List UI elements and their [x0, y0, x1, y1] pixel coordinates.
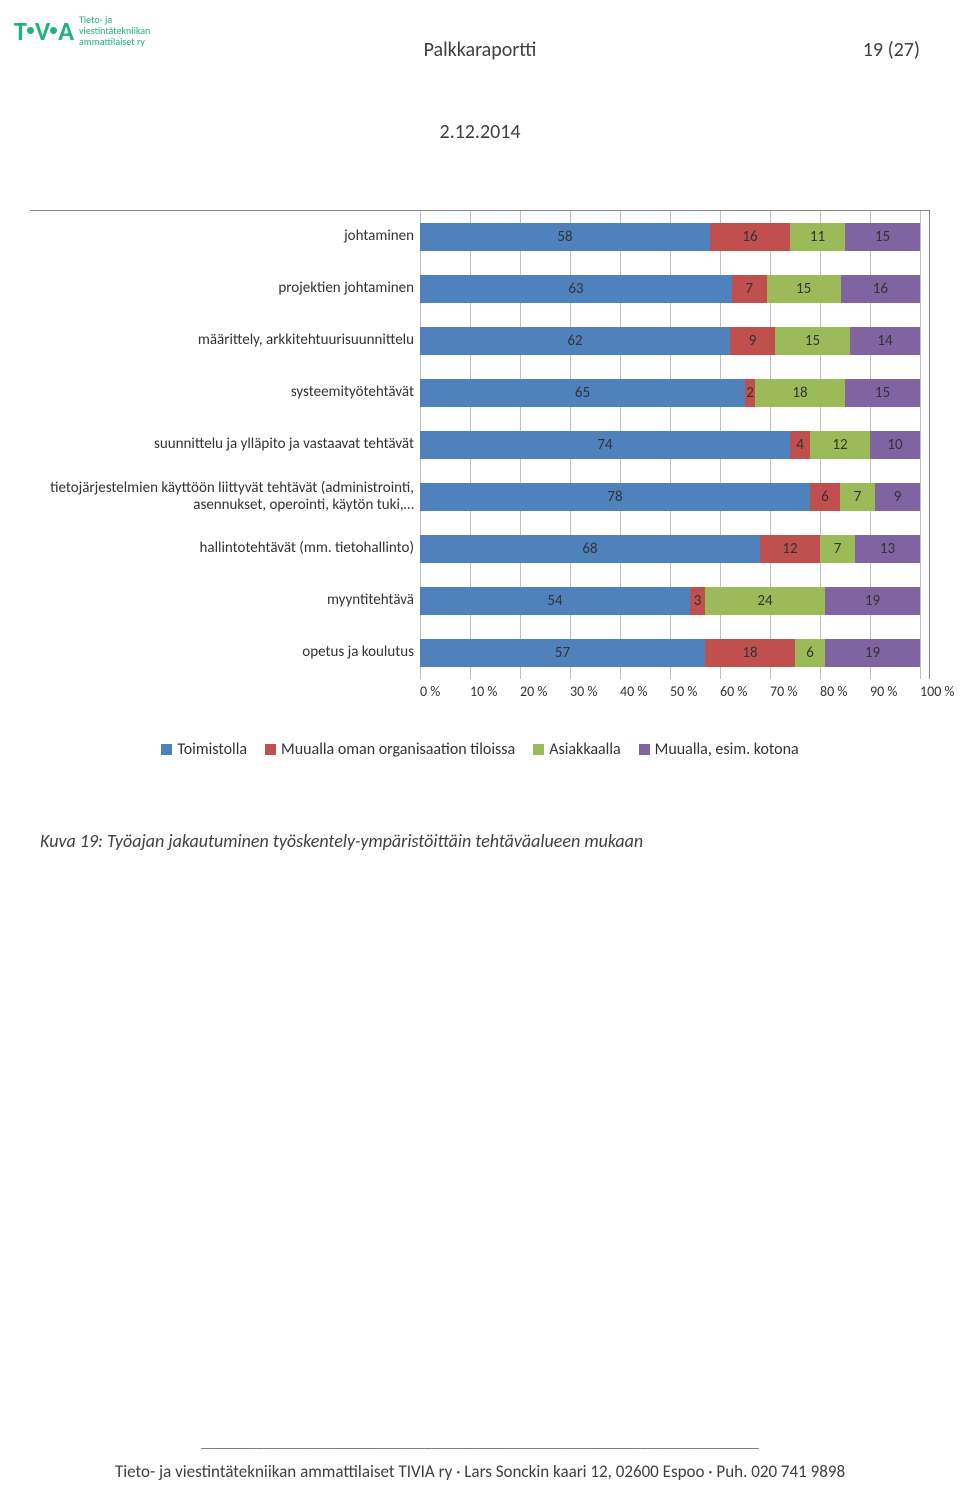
bar-segment: 10 [870, 431, 920, 459]
stacked-bar: 7441210 [420, 431, 920, 459]
bar-segment: 11 [790, 223, 845, 251]
bar-segment: 7 [820, 535, 855, 563]
legend-item: Toimistolla [161, 740, 247, 759]
bar-segment: 78 [420, 483, 810, 511]
document-date: 2.12.2014 [0, 120, 960, 144]
stacked-bar: 6521815 [420, 379, 920, 407]
bar-segment: 15 [767, 275, 841, 303]
bar-segment: 7 [840, 483, 875, 511]
bar-area: 78679 [420, 471, 920, 523]
category-label: hallintotehtävät (mm. tietohallinto) [30, 540, 420, 557]
bar-segment: 62 [420, 327, 730, 355]
stacked-bar: 78679 [420, 483, 920, 511]
chart-row: suunnittelu ja ylläpito ja vastaavat teh… [30, 419, 929, 471]
bar-segment: 68 [420, 535, 760, 563]
bar-segment: 24 [705, 587, 825, 615]
legend-item: Muualla oman organisaation tiloissa [265, 740, 515, 759]
chart-row: tietojärjestelmien käyttöön liittyvät te… [30, 471, 929, 523]
document-title: Palkkaraportti [0, 38, 960, 62]
bar-segment: 57 [420, 639, 705, 667]
stacked-bar: 6812713 [420, 535, 920, 563]
bar-area: 6291514 [420, 315, 920, 367]
stacked-bar: 5718619 [420, 639, 920, 667]
chart-legend: Toimistolla Muualla oman organisaation ti… [30, 740, 930, 759]
logo-dot-icon [50, 27, 57, 34]
bar-area: 7441210 [420, 419, 920, 471]
chart-row: systeemityötehtävät6521815 [30, 367, 929, 419]
stacked-bar: 58161115 [420, 223, 920, 251]
bar-area: 6521815 [420, 367, 920, 419]
bar-segment: 12 [810, 431, 870, 459]
category-label: tietojärjestelmien käyttöön liittyvät te… [30, 480, 420, 515]
legend-swatch-icon [161, 744, 172, 755]
legend-swatch-icon [265, 744, 276, 755]
category-label: opetus ja koulutus [30, 644, 420, 661]
bar-segment: 7 [732, 275, 767, 303]
x-axis-ticks: 0 %10 %20 %30 %40 %50 %60 %70 %80 %90 %1… [420, 683, 920, 700]
bar-segment: 15 [845, 379, 920, 407]
bar-segment: 54 [420, 587, 690, 615]
category-label: systeemityötehtävät [30, 384, 420, 401]
category-label: projektien johtaminen [30, 280, 420, 297]
category-label: johtaminen [30, 228, 420, 245]
chart-row: myyntitehtävä5432419 [30, 575, 929, 627]
bar-segment: 6 [795, 639, 825, 667]
stacked-bar: 5432419 [420, 587, 920, 615]
legend-swatch-icon [639, 744, 650, 755]
footer-divider: ________________________________________… [20, 1434, 940, 1451]
bar-segment: 16 [841, 275, 920, 303]
bar-area: 6812713 [420, 523, 920, 575]
legend-label: Asiakkaalla [549, 740, 620, 759]
bar-segment: 6 [810, 483, 840, 511]
figure-caption: Kuva 19: Työajan jakautuminen työskentel… [40, 830, 643, 852]
bar-segment: 15 [845, 223, 920, 251]
chart-row: johtaminen58161115 [30, 211, 929, 263]
bar-segment: 12 [760, 535, 820, 563]
bar-area: 58161115 [420, 211, 920, 263]
bar-segment: 9 [730, 327, 775, 355]
bar-segment: 74 [420, 431, 790, 459]
bar-segment: 19 [825, 639, 920, 667]
bar-segment: 13 [855, 535, 920, 563]
bar-segment: 18 [755, 379, 845, 407]
bar-area: 6371516 [420, 263, 920, 315]
bar-segment: 2 [745, 379, 755, 407]
category-label: suunnittelu ja ylläpito ja vastaavat teh… [30, 436, 420, 453]
legend-label: Muualla oman organisaation tiloissa [281, 740, 515, 759]
stacked-bar: 6291514 [420, 327, 920, 355]
chart-container: johtaminen58161115projektien johtaminen6… [30, 210, 930, 759]
bar-segment: 4 [790, 431, 810, 459]
chart-row: projektien johtaminen6371516 [30, 263, 929, 315]
bar-segment: 18 [705, 639, 795, 667]
category-label: määrittely, arkkitehtuurisuunnittelu [30, 332, 420, 349]
bar-segment: 63 [420, 275, 732, 303]
bar-segment: 58 [420, 223, 710, 251]
chart-row: opetus ja koulutus5718619 [30, 627, 929, 679]
footer-text: Tieto- ja viestintätekniikan ammattilais… [0, 1461, 960, 1482]
logo-dot-icon [27, 27, 34, 34]
legend-swatch-icon [533, 744, 544, 755]
bar-area: 5432419 [420, 575, 920, 627]
bar-segment: 3 [690, 587, 705, 615]
bar-segment: 16 [710, 223, 790, 251]
page-number: 19 (27) [863, 38, 920, 62]
chart-row: määrittely, arkkitehtuurisuunnittelu6291… [30, 315, 929, 367]
bar-segment: 19 [825, 587, 920, 615]
bar-segment: 15 [775, 327, 850, 355]
legend-label: Toimistolla [177, 740, 247, 759]
legend-item: Asiakkaalla [533, 740, 620, 759]
legend-label: Muualla, esim. kotona [655, 740, 799, 759]
bar-area: 5718619 [420, 627, 920, 679]
stacked-bar: 6371516 [420, 275, 920, 303]
category-label: myyntitehtävä [30, 592, 420, 609]
bar-segment: 65 [420, 379, 745, 407]
bar-segment: 9 [875, 483, 920, 511]
bar-segment: 14 [850, 327, 920, 355]
chart-plot: johtaminen58161115projektien johtaminen6… [30, 210, 930, 679]
chart-row: hallintotehtävät (mm. tietohallinto)6812… [30, 523, 929, 575]
legend-item: Muualla, esim. kotona [639, 740, 799, 759]
x-axis: 0 %10 %20 %30 %40 %50 %60 %70 %80 %90 %1… [30, 683, 930, 700]
